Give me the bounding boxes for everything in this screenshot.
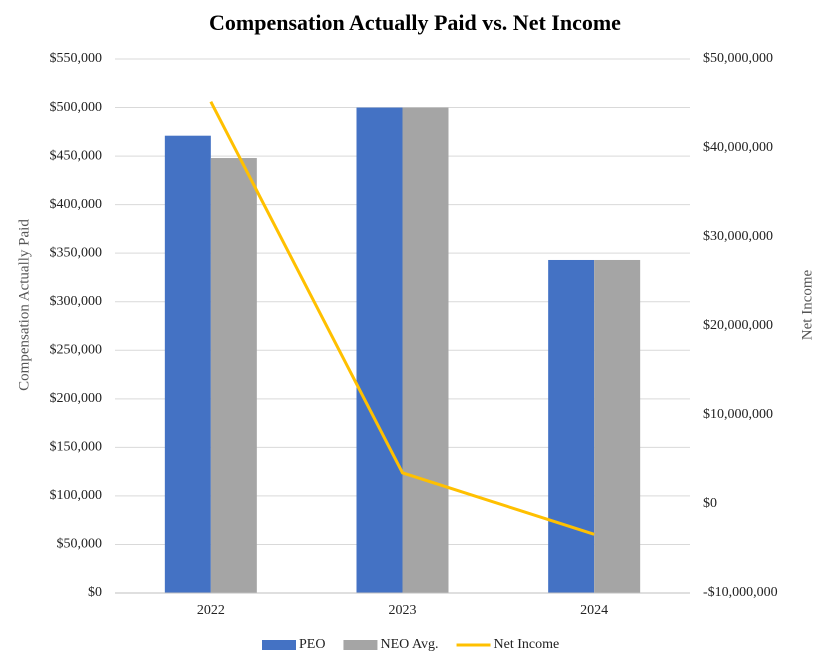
y-tick-label: $0: [88, 585, 102, 600]
y-tick-label: $100,000: [50, 488, 103, 503]
bar: [356, 107, 403, 593]
y-tick-label: $300,000: [50, 294, 103, 309]
chart-title: Compensation Actually Paid vs. Net Incom…: [209, 10, 621, 35]
bar: [210, 158, 257, 594]
legend-swatch: [262, 640, 296, 650]
y-tick-label: $250,000: [50, 342, 103, 357]
y-tick-label: $50,000: [57, 537, 103, 552]
y-tick-label: $350,000: [50, 245, 103, 260]
x-tick-label: 2022: [197, 603, 225, 618]
bar: [548, 259, 595, 593]
y2-tick-label: $0: [703, 496, 717, 511]
y-tick-label: $550,000: [50, 51, 103, 66]
y-tick-label: $450,000: [50, 148, 103, 163]
y-tick-label: $500,000: [50, 100, 103, 115]
y2-tick-label: $10,000,000: [703, 407, 773, 422]
x-tick-label: 2024: [580, 603, 608, 618]
legend-label: NEO Avg.: [380, 637, 438, 652]
y2-tick-label: $40,000,000: [703, 140, 773, 155]
y-axis-label: Compensation Actually Paid: [16, 219, 32, 391]
y2-tick-label: $20,000,000: [703, 318, 773, 333]
bar: [402, 107, 449, 593]
bar: [594, 259, 641, 593]
x-tick-label: 2023: [389, 603, 417, 618]
legend-label: Net Income: [494, 637, 560, 652]
bar: [164, 135, 211, 593]
y-tick-label: $400,000: [50, 197, 103, 212]
y-tick-label: $150,000: [50, 440, 103, 455]
legend-swatch: [343, 640, 378, 650]
y2-tick-label: $30,000,000: [703, 229, 773, 244]
y-tick-label: $200,000: [50, 391, 103, 406]
y2-axis-label: Net Income: [799, 269, 815, 340]
line: [209, 101, 595, 536]
y2-tick-label: $50,000,000: [703, 51, 773, 66]
legend-label: PEO: [299, 637, 325, 652]
y2-tick-label: -$10,000,000: [703, 585, 778, 600]
